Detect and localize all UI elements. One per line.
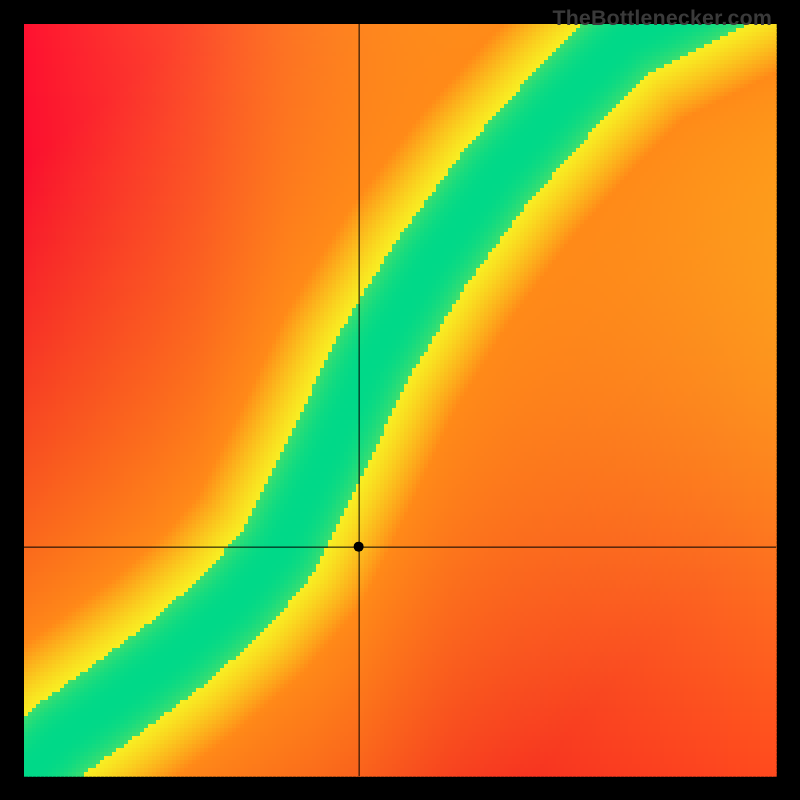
chart-container: TheBottlenecker.com — [0, 0, 800, 800]
watermark-text: TheBottlenecker.com — [552, 6, 772, 31]
bottleneck-heatmap — [0, 0, 800, 800]
